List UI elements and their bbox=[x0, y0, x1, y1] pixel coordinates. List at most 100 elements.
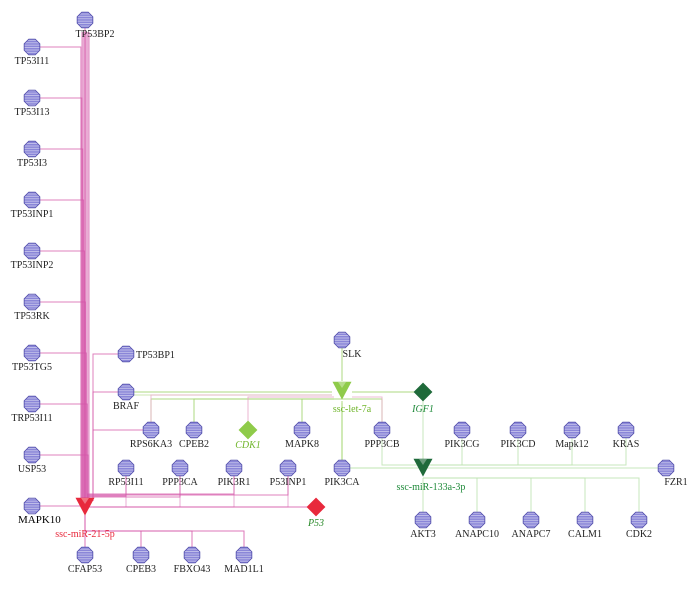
gene-node-cpeb2[interactable] bbox=[185, 421, 203, 439]
gene-node-mapk8[interactable] bbox=[293, 421, 311, 439]
gene-label-pik3r1: PIK3R1 bbox=[218, 477, 251, 488]
edge-usp53-ssc-mir-21-5p bbox=[32, 454, 89, 501]
gene-node-rps6ka3[interactable] bbox=[142, 421, 160, 439]
edge-ppp3cb-ssc-mir-133a-3p bbox=[381, 437, 431, 466]
edge-mapk8-ssc-let-7a bbox=[301, 398, 334, 423]
gene-node-slk[interactable] bbox=[333, 331, 351, 349]
gene-label-pik3cd: PIK3CD bbox=[500, 439, 535, 450]
gene-label-mapk8: MAPK8 bbox=[285, 439, 319, 450]
gene-label-tp53inp2: TP53INP2 bbox=[11, 260, 54, 271]
gene-label-braf: BRAF bbox=[113, 401, 140, 412]
gene-label-calm1: CALM1 bbox=[568, 529, 602, 540]
hub-label-p53: P53 bbox=[307, 518, 324, 529]
gene-node-mapk10[interactable] bbox=[23, 497, 41, 515]
gene-node-mad1l1[interactable] bbox=[235, 546, 253, 564]
gene-label-tp53i11: TP53I11 bbox=[15, 56, 50, 67]
gene-node-calm1[interactable] bbox=[576, 511, 594, 529]
gene-node-cpeb3[interactable] bbox=[132, 546, 150, 564]
edge-mad1l1-ssc-mir-21-5p bbox=[84, 511, 245, 548]
mirna-node-ssc-mir-21-5p[interactable] bbox=[75, 497, 95, 516]
gene-node-pik3cd[interactable] bbox=[509, 421, 527, 439]
mirna-node-notch-ssc-mir-21-5p bbox=[81, 498, 89, 504]
mirna-label-ssc-mir-21-5p: ssc-miR-21-5p bbox=[55, 529, 114, 540]
gene-node-fzr1[interactable] bbox=[657, 459, 675, 477]
gene-node-fbxo43[interactable] bbox=[183, 546, 201, 564]
gene-label-tp53tg5: TP53TG5 bbox=[12, 362, 52, 373]
gene-label-slk: SLK bbox=[343, 349, 363, 360]
gene-label-fbxo43: FBXO43 bbox=[174, 564, 211, 575]
gene-label-tp53i3: TP53I3 bbox=[17, 158, 47, 169]
gene-node-mapk12[interactable] bbox=[563, 421, 581, 439]
edge-tp53inp2-ssc-mir-21-5p bbox=[32, 250, 85, 501]
gene-label-pik3ca: PIK3CA bbox=[324, 477, 360, 488]
mirna-node-ssc-let-7a[interactable] bbox=[332, 381, 352, 400]
hub-label-igf1: IGF1 bbox=[411, 404, 434, 415]
gene-node-tp53inp2[interactable] bbox=[23, 242, 41, 260]
gene-node-cdk2[interactable] bbox=[630, 511, 648, 529]
hub-node-p53[interactable] bbox=[306, 497, 326, 517]
gene-node-pik3cg[interactable] bbox=[453, 421, 471, 439]
gene-node-tp53inp1[interactable] bbox=[23, 191, 41, 209]
gene-label-pik3cg: PIK3CG bbox=[444, 439, 479, 450]
gene-label-tp53rk: TP53RK bbox=[14, 311, 50, 322]
gene-label-ppp3cb: PPP3CB bbox=[364, 439, 399, 450]
gene-label-tp53i13: TP53I13 bbox=[15, 107, 50, 118]
gene-node-pik3ca[interactable] bbox=[333, 459, 351, 477]
gene-node-ppp3ca[interactable] bbox=[171, 459, 189, 477]
gene-label-ppp3ca: PPP3CA bbox=[162, 477, 198, 488]
gene-node-cfap53[interactable] bbox=[76, 546, 94, 564]
gene-node-tp53rk[interactable] bbox=[23, 293, 41, 311]
gene-node-tp53bp2[interactable] bbox=[76, 11, 94, 29]
edge-rps6ka3-ssc-let-7a bbox=[150, 398, 334, 423]
gene-label-cpeb2: CPEB2 bbox=[179, 439, 209, 450]
hub-node-igf1[interactable] bbox=[413, 382, 433, 402]
gene-label-tp53bp1: TP53BP1 bbox=[136, 350, 175, 361]
gene-label-cfap53: CFAP53 bbox=[68, 564, 102, 575]
gene-node-p53inp1[interactable] bbox=[279, 459, 297, 477]
gene-node-usp53[interactable] bbox=[23, 446, 41, 464]
edge-cdk1-ssc-let-7a bbox=[247, 396, 334, 422]
edge-let7a-rps6ka3-b bbox=[150, 394, 332, 422]
gene-label-tp53inp1: TP53INP1 bbox=[11, 209, 54, 220]
gene-label-rps11: RP53I11 bbox=[108, 477, 143, 488]
edge-tp53i11-ssc-mir-21-5p bbox=[32, 46, 82, 501]
mirna-node-notch-ssc-let-7a bbox=[338, 382, 346, 388]
edge-trp53i11-ssc-mir-21-5p bbox=[32, 403, 88, 501]
gene-node-ppp3cb[interactable] bbox=[373, 421, 391, 439]
gene-node-pik3r1[interactable] bbox=[225, 459, 243, 477]
gene-node-rps11[interactable] bbox=[117, 459, 135, 477]
hub-node-cdk1[interactable] bbox=[238, 420, 258, 440]
gene-label-anapc7: ANAPC7 bbox=[512, 529, 551, 540]
gene-label-rps6ka3: RPS6KA3 bbox=[130, 439, 172, 450]
network-edges bbox=[32, 27, 674, 548]
edge-cpeb2-ssc-let-7a bbox=[193, 398, 334, 423]
gene-label-usp53: USP53 bbox=[18, 464, 46, 475]
gene-node-anapc10[interactable] bbox=[468, 511, 486, 529]
edge-tp53i3-ssc-mir-21-5p bbox=[32, 148, 84, 501]
mirna-node-ssc-mir-133a-3p[interactable] bbox=[413, 458, 433, 477]
gene-node-akt3[interactable] bbox=[414, 511, 432, 529]
gene-node-kras[interactable] bbox=[617, 421, 635, 439]
edge-tp53rk-ssc-mir-21-5p bbox=[32, 301, 86, 501]
gene-node-braf[interactable] bbox=[117, 383, 135, 401]
gene-node-tp53i11[interactable] bbox=[23, 38, 41, 56]
edge-tp53tg5-ssc-mir-21-5p bbox=[32, 352, 87, 501]
gene-node-tp53i13[interactable] bbox=[23, 89, 41, 107]
gene-label-cdk2: CDK2 bbox=[626, 529, 652, 540]
gene-node-anapc7[interactable] bbox=[522, 511, 540, 529]
gene-node-tp53bp1[interactable] bbox=[117, 345, 135, 363]
gene-node-trp53i11[interactable] bbox=[23, 395, 41, 413]
gene-label-kras: KRAS bbox=[613, 439, 640, 450]
gene-label-tp53bp2: TP53BP2 bbox=[76, 29, 115, 40]
edge-tp53inp1-ssc-mir-21-5p bbox=[32, 199, 85, 501]
gene-node-tp53tg5[interactable] bbox=[23, 344, 41, 362]
edge-kras-ssc-mir-133a-3p bbox=[431, 437, 627, 466]
network-nodes bbox=[23, 11, 675, 564]
gene-label-fzr1: FZR1 bbox=[664, 477, 687, 488]
gene-label-mad1l1: MAD1L1 bbox=[224, 564, 263, 575]
gene-node-tp53i3[interactable] bbox=[23, 140, 41, 158]
mirna-node-notch-ssc-mir-133a-3p bbox=[419, 459, 427, 465]
gene-label-akt3: AKT3 bbox=[410, 529, 436, 540]
gene-label-trp53i11: TRP53I11 bbox=[11, 413, 52, 424]
